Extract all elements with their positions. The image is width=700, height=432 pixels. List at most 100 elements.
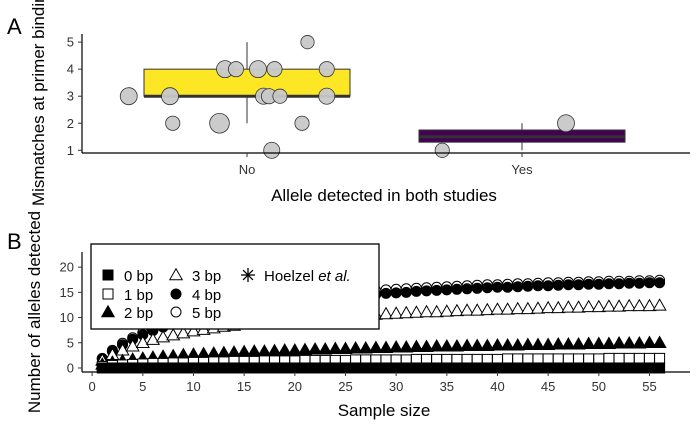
- series-point: [399, 305, 414, 319]
- series-point: [520, 337, 535, 350]
- series-point: [601, 299, 617, 312]
- series-point: [632, 336, 647, 349]
- x-tick-label: 25: [338, 379, 352, 394]
- x-tick-label: 35: [440, 379, 454, 394]
- series-point: [562, 353, 574, 365]
- series-point: [461, 283, 473, 295]
- data-point: [266, 61, 283, 78]
- data-point: [318, 87, 336, 105]
- x-tick-label: No: [239, 162, 256, 177]
- series-point: [449, 303, 465, 317]
- series-point: [439, 339, 454, 352]
- series-point: [480, 338, 495, 351]
- legend-label: 5 bp: [192, 305, 221, 322]
- legend-label: 1 bp: [124, 287, 153, 304]
- data-point: [318, 61, 335, 78]
- series-point: [318, 342, 333, 355]
- panel-a-y-axis-label: Mismatches at primer binding: [29, 0, 48, 206]
- series-point: [520, 301, 535, 315]
- legend-label: 4 bp: [192, 287, 221, 304]
- data-point: [119, 87, 138, 106]
- series-point: [571, 337, 586, 350]
- series-point: [632, 298, 647, 312]
- series-point: [449, 339, 465, 352]
- legend-label: Hoelzel et al.: [264, 268, 351, 285]
- series-point: [642, 298, 657, 312]
- panel-b: 0 5 10 15 20 0 5 10 15 20 25 30 35 40 45 50 55 Sample s…: [25, 211, 690, 420]
- series-point: [510, 338, 525, 351]
- data-point: [272, 88, 288, 104]
- panel-a: 1 2 3 4 5 No Yes Allele detected in both stud…: [29, 0, 690, 206]
- series-point: [429, 304, 444, 318]
- series-point: [530, 337, 546, 350]
- series-point: [581, 336, 596, 349]
- data-point: [161, 87, 179, 106]
- series-point: [470, 338, 485, 351]
- panel-b-y-ticks: 0 5 10 15 20: [60, 260, 82, 375]
- series-point: [551, 337, 566, 350]
- series-point: [471, 282, 483, 294]
- series-point: [623, 352, 635, 364]
- series-point: [439, 304, 454, 317]
- legend-label: 3 bp: [192, 268, 221, 285]
- panel-a-x-ticks: No Yes: [239, 153, 533, 177]
- x-tick-label: Yes: [511, 162, 533, 177]
- series-point: [532, 353, 544, 365]
- series-point: [459, 303, 475, 316]
- series-point: [490, 338, 505, 351]
- series-point: [459, 338, 475, 351]
- series-point: [502, 353, 514, 365]
- series-point: [623, 277, 635, 289]
- series-point: [510, 301, 525, 315]
- series-point: [522, 353, 534, 365]
- series-point: [328, 341, 343, 354]
- x-tick-label: 10: [186, 379, 200, 394]
- series-point: [552, 353, 564, 365]
- series-point: [633, 352, 645, 364]
- panel-b-x-axis-label: Sample size: [338, 401, 431, 420]
- series-point: [481, 282, 493, 294]
- series-point: [542, 280, 554, 292]
- series-point: [409, 339, 424, 352]
- series-point: [552, 279, 564, 291]
- series-point: [611, 336, 627, 349]
- series-point: [613, 352, 625, 364]
- data-point: [165, 115, 181, 131]
- y-tick-label: 10: [60, 310, 74, 325]
- series-point: [389, 306, 404, 319]
- series-point: [348, 341, 363, 354]
- series-point: [429, 339, 444, 352]
- series-point: [532, 280, 544, 292]
- panel-a-x-axis-label: Allele detected in both studies: [271, 186, 497, 205]
- y-tick-label: 15: [60, 285, 74, 300]
- series-point: [287, 343, 302, 356]
- series-point: [155, 329, 171, 343]
- series-point: [581, 299, 596, 313]
- series-point: [573, 279, 585, 291]
- series-point: [593, 278, 605, 290]
- series-point: [500, 302, 515, 315]
- series-point: [622, 298, 637, 312]
- y-tick-label: 1: [67, 143, 74, 158]
- x-tick-label: 15: [237, 379, 251, 394]
- series-point: [358, 341, 373, 354]
- series-point: [431, 284, 443, 296]
- series-point: [642, 335, 657, 348]
- series-point: [338, 341, 353, 354]
- y-tick-label: 3: [67, 89, 74, 104]
- series-point: [583, 353, 595, 365]
- legend-key: [168, 267, 184, 281]
- series-point: [583, 278, 595, 290]
- series-point: [176, 325, 191, 339]
- x-tick-label: 30: [389, 379, 403, 394]
- series-point: [480, 302, 495, 316]
- box-no: [143, 68, 351, 97]
- series-point: [380, 287, 392, 299]
- series-point: [186, 323, 201, 337]
- panel-a-y-ticks: 1 2 3 4 5: [67, 35, 82, 158]
- x-tick-label: 5: [139, 379, 146, 394]
- series-point: [591, 299, 606, 313]
- y-tick-label: 5: [67, 335, 74, 350]
- series-point: [530, 301, 546, 314]
- series-point: [541, 300, 556, 314]
